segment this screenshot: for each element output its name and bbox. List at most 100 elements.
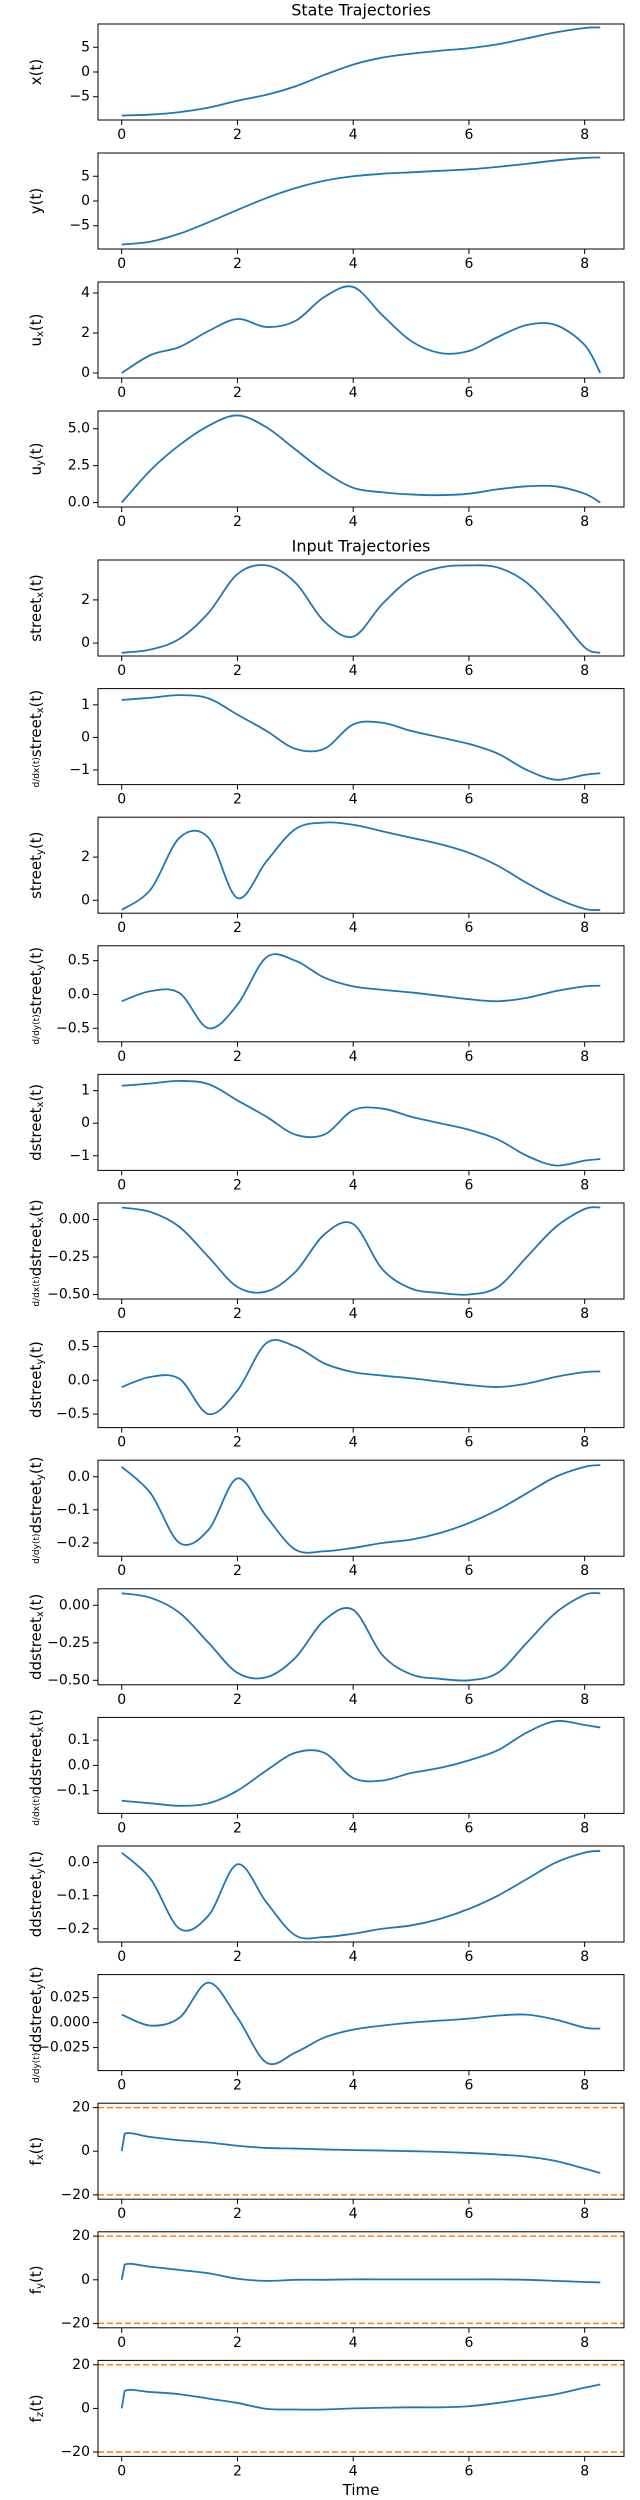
- y-axis-label-part: u: [27, 337, 45, 347]
- x-tick-label: 2: [233, 127, 242, 143]
- axes-frame: [97, 1073, 625, 1171]
- y-tick-label: 0: [81, 2400, 90, 2416]
- x-tick-label: 0: [117, 2078, 126, 2094]
- y-tick-label: 0: [81, 365, 90, 381]
- y-axis-label: d/dy(t)streety(t): [27, 947, 47, 1045]
- y-tick-label: 0.0: [68, 986, 90, 1002]
- axes-frame: [97, 559, 625, 657]
- y-axis-label-part: f: [27, 2288, 45, 2294]
- x-tick-label: 2: [233, 920, 242, 936]
- x-tick-label: 6: [464, 1563, 473, 1579]
- x-tick-label: 6: [464, 1692, 473, 1708]
- y-tick-label: 0.0: [68, 1372, 90, 1388]
- subplot: 0 2 4 6 8 −0.50 −0.25 0.00 ddstreetx(t): [27, 1588, 625, 1708]
- y-axis-label: streety(t): [27, 832, 47, 899]
- y-axis-label-part: x: [35, 331, 46, 337]
- x-tick-label: 4: [349, 663, 358, 679]
- subplot: 0 2 4 6 8 −1 0 1 d/dx(t)streetx(t): [27, 688, 625, 808]
- x-tick-label: 0: [117, 385, 126, 401]
- line-series: [121, 1720, 601, 1807]
- x-tick-label: 0: [117, 1949, 126, 1965]
- x-tick-label: 0: [117, 2206, 126, 2222]
- x-tick-label: 4: [349, 256, 358, 272]
- y-tick-label: −20: [60, 2315, 90, 2331]
- y-tick-label: 0: [81, 1115, 90, 1131]
- y-tick-label: 0.0: [68, 1757, 90, 1773]
- y-axis-label-part: d/dx(t): [32, 757, 42, 787]
- y-tick-label: 0: [81, 64, 90, 80]
- y-axis-label-part: street: [27, 598, 45, 642]
- x-tick-label: 2: [233, 792, 242, 808]
- x-tick-label: 8: [580, 663, 589, 679]
- y-tick-label: 0: [81, 635, 90, 651]
- y-axis-label-part: x: [35, 1611, 46, 1617]
- line-series: [121, 1206, 601, 1296]
- axes-frame: [97, 1845, 625, 1943]
- y-tick-label: −0.25: [47, 1249, 90, 1265]
- y-axis-label-part: (t): [27, 2265, 45, 2283]
- line-series: [121, 821, 601, 911]
- x-tick-label: 8: [580, 127, 589, 143]
- y-axis-label: y(t): [27, 188, 45, 214]
- x-tick-label: 4: [349, 1563, 358, 1579]
- x-tick-label: 0: [117, 1692, 126, 1708]
- y-tick-label: 5: [81, 39, 90, 55]
- y-tick-label: 0.000: [50, 2015, 90, 2031]
- y-axis-label-part: dstreet: [27, 1365, 45, 1419]
- y-axis-label-part: ddstreet: [27, 1990, 45, 2053]
- subplot: 0 2 4 6 8 −0.5 0.0 0.5 dstreety(t): [27, 1331, 625, 1451]
- axes-frame: [97, 152, 625, 250]
- x-axis-label: Time: [342, 2481, 380, 2499]
- y-tick-label: 0: [81, 892, 90, 908]
- line-series: [121, 1850, 601, 1940]
- y-axis-label: fz(t): [27, 2394, 47, 2422]
- y-tick-label: −0.25: [47, 1635, 90, 1651]
- y-axis-label: x(t): [27, 59, 45, 85]
- y-tick-label: 0.5: [68, 953, 90, 969]
- y-tick-label: 1: [81, 697, 90, 713]
- x-tick-label: 6: [464, 920, 473, 936]
- subplot: 0 2 4 6 8 −0.2 −0.1 0.0 d/dy(t)dstreety(t): [27, 1457, 625, 1579]
- x-tick-label: 0: [117, 1177, 126, 1193]
- subplot-title: Input Trajectories: [292, 537, 431, 556]
- x-tick-label: 2: [233, 1177, 242, 1193]
- subplot: 0 2 4 6 8 −20 0 20 fx(t): [27, 2100, 625, 2222]
- x-tick-label: 4: [349, 1177, 358, 1193]
- y-tick-label: −5: [69, 89, 90, 105]
- y-tick-label: −20: [60, 2444, 90, 2460]
- x-tick-label: 6: [464, 1177, 473, 1193]
- x-tick-label: 4: [349, 792, 358, 808]
- x-tick-label: 8: [580, 514, 589, 530]
- x-tick-label: 6: [464, 2335, 473, 2351]
- y-axis-label-part: x: [35, 2154, 46, 2160]
- x-tick-label: 4: [349, 385, 358, 401]
- y-axis-label-part: (t): [27, 1199, 45, 1217]
- y-axis-label: d/dy(t)dstreety(t): [27, 1457, 47, 1564]
- y-axis-label-part: ddstreet: [27, 1874, 45, 1937]
- line-series: [121, 564, 601, 654]
- y-tick-label: −20: [60, 2187, 90, 2203]
- x-tick-label: 8: [580, 256, 589, 272]
- x-tick-label: 4: [349, 920, 358, 936]
- y-axis-label: d/dy(t)ddstreety(t): [27, 1966, 47, 2083]
- axes-frame: [97, 1202, 625, 1300]
- x-tick-label: 6: [464, 256, 473, 272]
- x-tick-label: 4: [349, 2078, 358, 2094]
- y-tick-label: 5: [81, 168, 90, 184]
- line-series: [120, 2383, 601, 2411]
- subplot-title: State Trajectories: [291, 1, 431, 20]
- y-tick-label: 2: [81, 325, 90, 341]
- x-tick-label: 2: [233, 2078, 242, 2094]
- y-axis-label-part: y: [35, 2283, 46, 2289]
- y-tick-label: 4: [81, 285, 90, 301]
- y-axis-label: d/dx(t)dstreetx(t): [27, 1199, 47, 1306]
- y-axis-label-part: (t): [27, 2394, 45, 2412]
- y-axis-label-part: y: [35, 964, 46, 970]
- y-tick-label: −0.5: [56, 1020, 90, 1036]
- line-series: [121, 694, 601, 781]
- x-tick-label: 2: [233, 1435, 242, 1451]
- y-tick-label: 2: [81, 592, 90, 608]
- y-axis-label: d/dx(t)ddstreetx(t): [27, 1709, 47, 1826]
